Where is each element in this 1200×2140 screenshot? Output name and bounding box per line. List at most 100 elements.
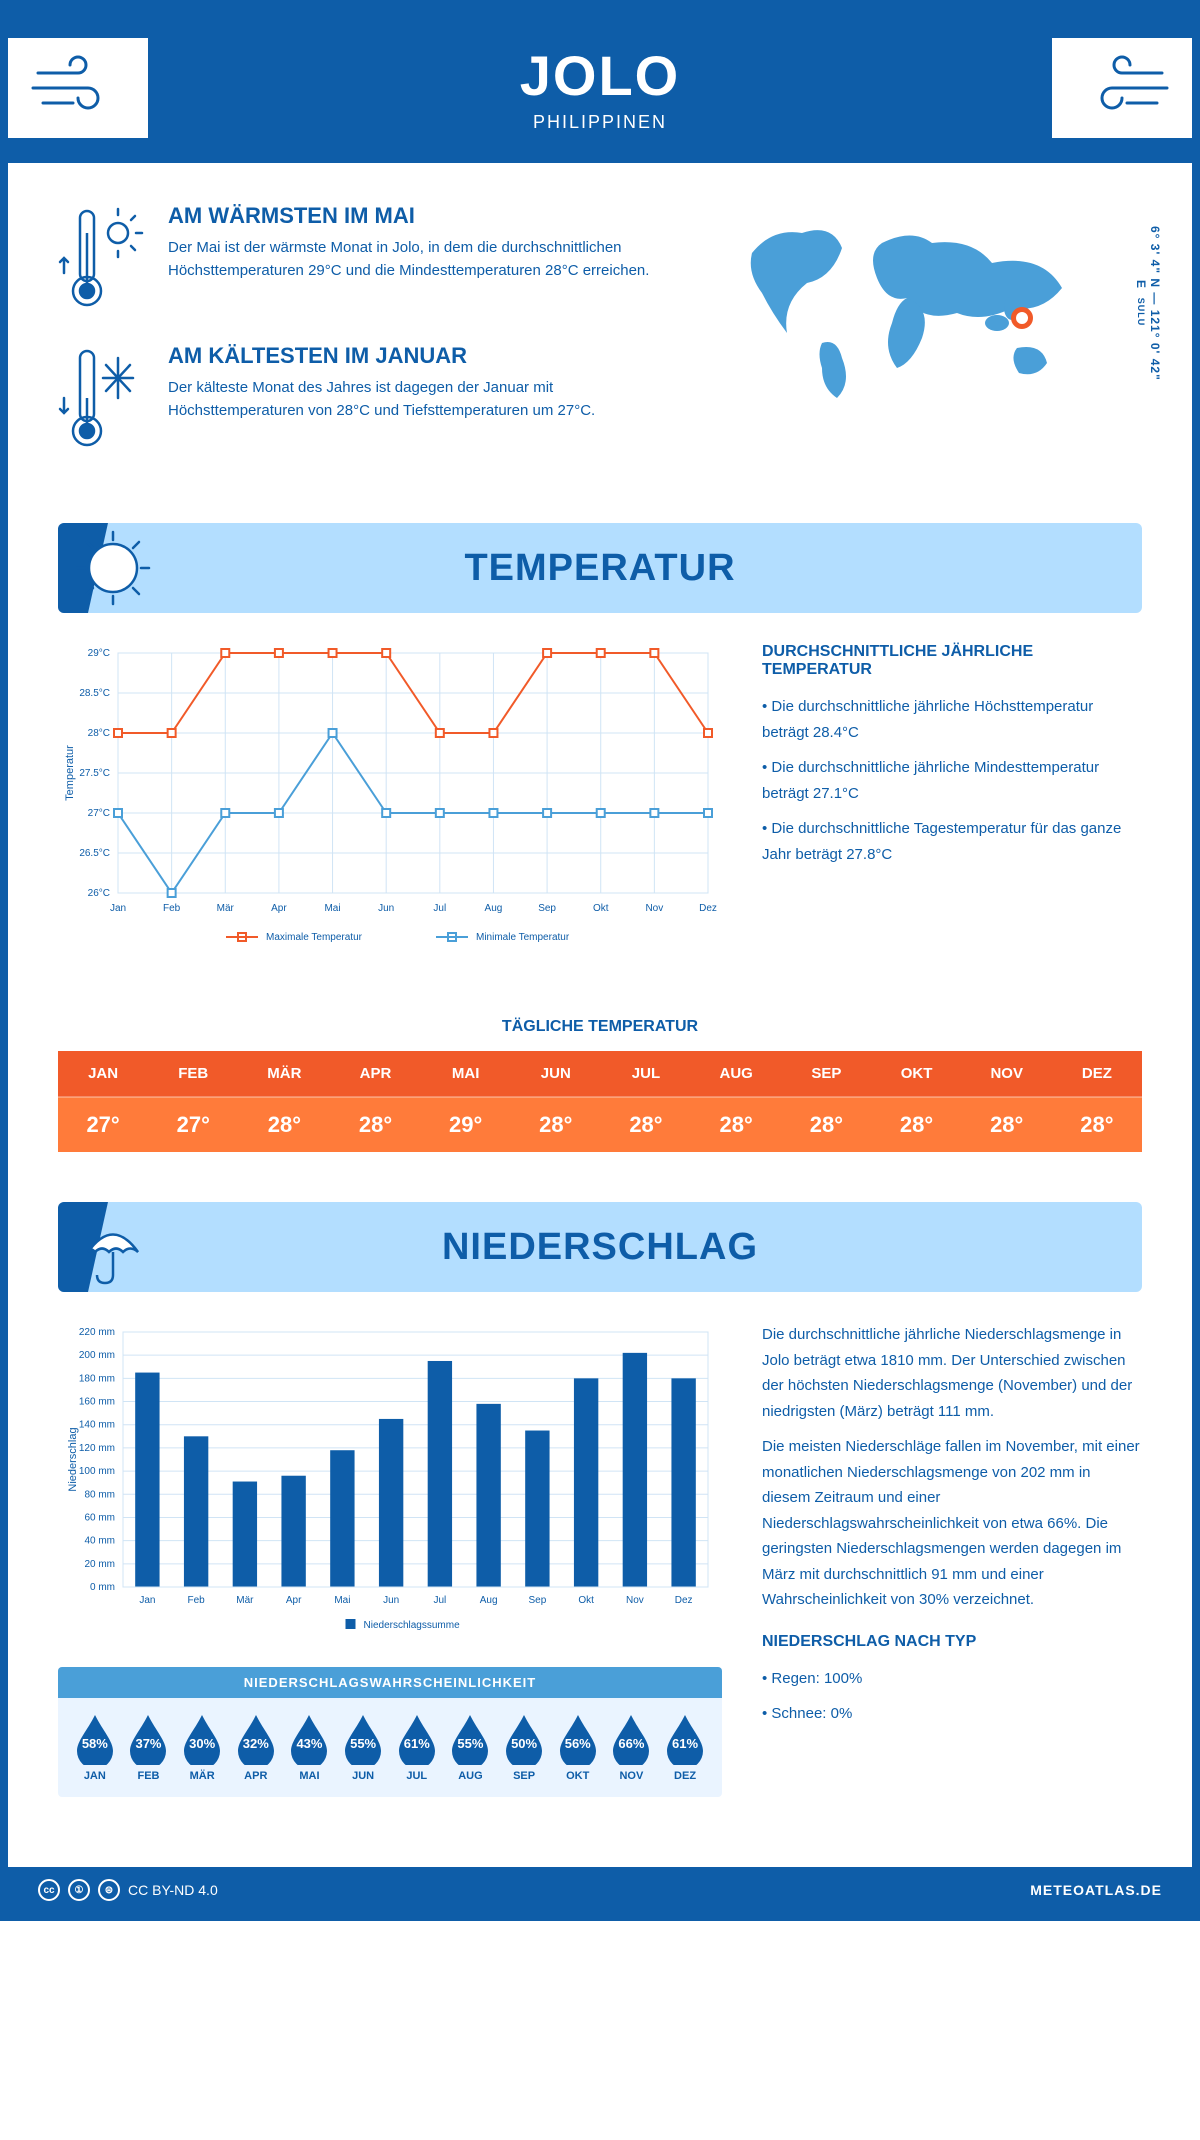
cc-icon: cc — [38, 1879, 60, 1901]
svg-text:28.5°C: 28.5°C — [79, 688, 110, 699]
svg-text:Mai: Mai — [334, 1595, 350, 1606]
coldest-title: AM KÄLTESTEN IM JANUAR — [168, 343, 682, 369]
month-header: JUL — [601, 1051, 691, 1097]
location-marker — [1011, 307, 1033, 329]
thermometer-cold-icon — [58, 343, 148, 453]
svg-text:Apr: Apr — [286, 1595, 302, 1606]
month-header: MAI — [421, 1051, 511, 1097]
svg-text:27.5°C: 27.5°C — [79, 768, 110, 779]
precip-type: • Regen: 100% — [762, 1666, 1142, 1692]
svg-text:140 mm: 140 mm — [79, 1420, 115, 1431]
svg-text:29°C: 29°C — [88, 648, 110, 659]
sun-icon — [73, 528, 153, 608]
probability-drop: 58%JAN — [71, 1713, 119, 1782]
temp-value: 28° — [601, 1097, 691, 1152]
temp-value: 28° — [781, 1097, 871, 1152]
svg-text:28°C: 28°C — [88, 728, 110, 739]
precip-type: • Schnee: 0% — [762, 1701, 1142, 1727]
svg-text:160 mm: 160 mm — [79, 1397, 115, 1408]
probability-drop: 32%APR — [232, 1713, 280, 1782]
temp-value: 28° — [330, 1097, 420, 1152]
svg-text:180 mm: 180 mm — [79, 1373, 115, 1384]
probability-box: NIEDERSCHLAGSWAHRSCHEINLICHKEIT 58%JAN37… — [58, 1667, 722, 1797]
probability-drop: 55%AUG — [446, 1713, 494, 1782]
coldest-text: Der kälteste Monat des Jahres ist dagege… — [168, 377, 682, 422]
wind-icon-right — [1052, 38, 1192, 138]
svg-text:Dez: Dez — [675, 1595, 693, 1606]
infographic-page: JOLO PHILIPPINEN AM WÄRMSTEN IM MAI Der … — [0, 0, 1200, 1921]
month-header: JAN — [58, 1051, 148, 1097]
svg-text:Mai: Mai — [324, 903, 340, 914]
month-header: NOV — [962, 1051, 1052, 1097]
temp-bullet: • Die durchschnittliche Tagestemperatur … — [762, 816, 1142, 867]
svg-text:26°C: 26°C — [88, 888, 110, 899]
month-header: APR — [330, 1051, 420, 1097]
svg-text:Sep: Sep — [538, 903, 556, 914]
svg-text:Jun: Jun — [383, 1595, 399, 1606]
page-subtitle: PHILIPPINEN — [148, 112, 1052, 133]
header: JOLO PHILIPPINEN — [8, 8, 1192, 163]
temp-value: 28° — [511, 1097, 601, 1152]
month-header: AUG — [691, 1051, 781, 1097]
page-title: JOLO — [148, 43, 1052, 108]
month-header: DEZ — [1052, 1051, 1142, 1097]
license: cc ① ⊜ CC BY-ND 4.0 — [38, 1879, 218, 1901]
coordinates: 6° 3' 4" N — 121° 0' 42" E SULU — [1134, 203, 1162, 403]
svg-text:100 mm: 100 mm — [79, 1466, 115, 1477]
temp-value: 28° — [238, 1097, 330, 1152]
probability-drop: 61%DEZ — [661, 1713, 709, 1782]
svg-text:200 mm: 200 mm — [79, 1350, 115, 1361]
probability-drop: 61%JUL — [393, 1713, 441, 1782]
thermometer-hot-icon — [58, 203, 148, 313]
precipitation-chart: 0 mm20 mm40 mm60 mm80 mm100 mm120 mm140 … — [58, 1322, 722, 1647]
svg-text:Aug: Aug — [485, 903, 503, 914]
svg-text:Okt: Okt — [578, 1595, 594, 1606]
svg-text:Jun: Jun — [378, 903, 394, 914]
svg-text:Mär: Mär — [217, 903, 235, 914]
svg-text:220 mm: 220 mm — [79, 1327, 115, 1338]
svg-text:Sep: Sep — [528, 1595, 546, 1606]
svg-text:Temperatur: Temperatur — [64, 745, 76, 801]
wind-icon-left — [8, 38, 148, 138]
warmest-block: AM WÄRMSTEN IM MAI Der Mai ist der wärms… — [58, 203, 682, 313]
probability-drop: 55%JUN — [339, 1713, 387, 1782]
temp-bullet: • Die durchschnittliche jährliche Höchst… — [762, 694, 1142, 745]
warmest-title: AM WÄRMSTEN IM MAI — [168, 203, 682, 229]
temp-value: 27° — [58, 1097, 148, 1152]
month-header: SEP — [781, 1051, 871, 1097]
svg-text:Nov: Nov — [626, 1595, 644, 1606]
svg-text:Jul: Jul — [433, 903, 446, 914]
daily-temp-title: TÄGLICHE TEMPERATUR — [58, 1018, 1142, 1036]
probability-drop: 56%OKT — [554, 1713, 602, 1782]
site-name: METEOATLAS.DE — [1030, 1882, 1162, 1898]
svg-text:Mär: Mär — [236, 1595, 254, 1606]
svg-text:60 mm: 60 mm — [84, 1512, 115, 1523]
svg-text:Jan: Jan — [110, 903, 126, 914]
month-header: MÄR — [238, 1051, 330, 1097]
month-header: OKT — [871, 1051, 961, 1097]
probability-drop: 43%MAI — [285, 1713, 333, 1782]
svg-text:Aug: Aug — [480, 1595, 498, 1606]
month-header: JUN — [511, 1051, 601, 1097]
svg-text:Feb: Feb — [163, 903, 181, 914]
svg-text:0 mm: 0 mm — [90, 1582, 115, 1593]
svg-text:27°C: 27°C — [88, 808, 110, 819]
temp-bullet: • Die durchschnittliche jährliche Mindes… — [762, 755, 1142, 806]
temp-value: 28° — [691, 1097, 781, 1152]
world-map-container: 6° 3' 4" N — 121° 0' 42" E SULU — [722, 203, 1142, 483]
svg-text:Feb: Feb — [188, 1595, 206, 1606]
temp-value: 28° — [1052, 1097, 1142, 1152]
temp-value: 28° — [962, 1097, 1052, 1152]
probability-drop: 50%SEP — [500, 1713, 548, 1782]
precipitation-section-header: NIEDERSCHLAG — [58, 1202, 1142, 1292]
temp-value: 29° — [421, 1097, 511, 1152]
probability-drop: 30%MÄR — [178, 1713, 226, 1782]
nd-icon: ⊜ — [98, 1879, 120, 1901]
svg-text:80 mm: 80 mm — [84, 1489, 115, 1500]
svg-text:20 mm: 20 mm — [84, 1559, 115, 1570]
svg-text:40 mm: 40 mm — [84, 1536, 115, 1547]
daily-temp-table: JANFEBMÄRAPRMAIJUNJULAUGSEPOKTNOVDEZ 27°… — [58, 1051, 1142, 1152]
temperature-section-header: TEMPERATUR — [58, 523, 1142, 613]
month-header: FEB — [148, 1051, 238, 1097]
temp-value: 28° — [871, 1097, 961, 1152]
